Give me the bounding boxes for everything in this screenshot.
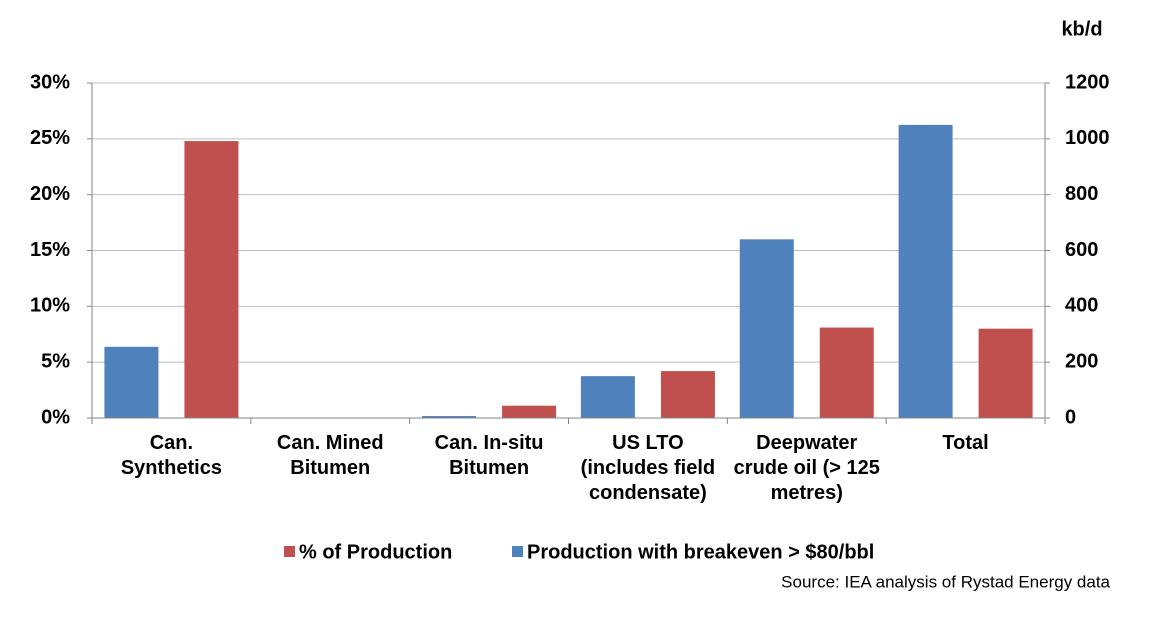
y-tick-label: 15% [30,239,70,261]
y2-tick-label: 1200 [1065,71,1110,93]
y2-tick-label: 1000 [1065,127,1110,149]
x-tick-label: US LTO (includes field condensate) [580,432,716,504]
source: Source: IEA analysis of Rystad Energy da… [781,572,1110,591]
y-tick-label: 0% [41,406,70,428]
y2-tick-label: 0 [1065,406,1076,428]
bar [819,327,874,418]
x-tick-label: Can. Mined Bitumen [276,432,384,479]
bar [580,376,635,418]
y-tick-label: 10% [30,295,70,317]
bar [104,346,159,418]
legend-swatch [284,546,295,557]
y-tick-label: 20% [30,183,70,205]
legend-label: Production with breakeven > $80/bbl [527,541,874,563]
bar [184,141,239,419]
y-tick-label: 30% [30,71,70,93]
y-tick-label: 5% [41,350,70,372]
bar [502,405,557,418]
legend-swatch [512,546,523,557]
x-tick-label: Can. Synthetics [120,432,222,479]
x-tick-label: Can. In-situ Bitumen [434,432,544,479]
y2-tick-label: 800 [1065,183,1098,205]
bar [739,239,794,418]
x-tick-label: Deepwater crude oil (> 125 metres) [733,432,880,504]
legend-label: % of Production [299,541,452,563]
y2-tick-label: 200 [1065,350,1098,372]
bar [660,371,715,418]
x-tick-label: Total [942,432,989,454]
y2-axis-title: kb/d [1061,18,1102,40]
y2-tick-label: 600 [1065,239,1098,261]
y2-tick-label: 400 [1065,295,1098,317]
bar [422,416,477,418]
bar [978,328,1033,418]
bar [898,124,953,418]
y-tick-label: 25% [30,127,70,149]
